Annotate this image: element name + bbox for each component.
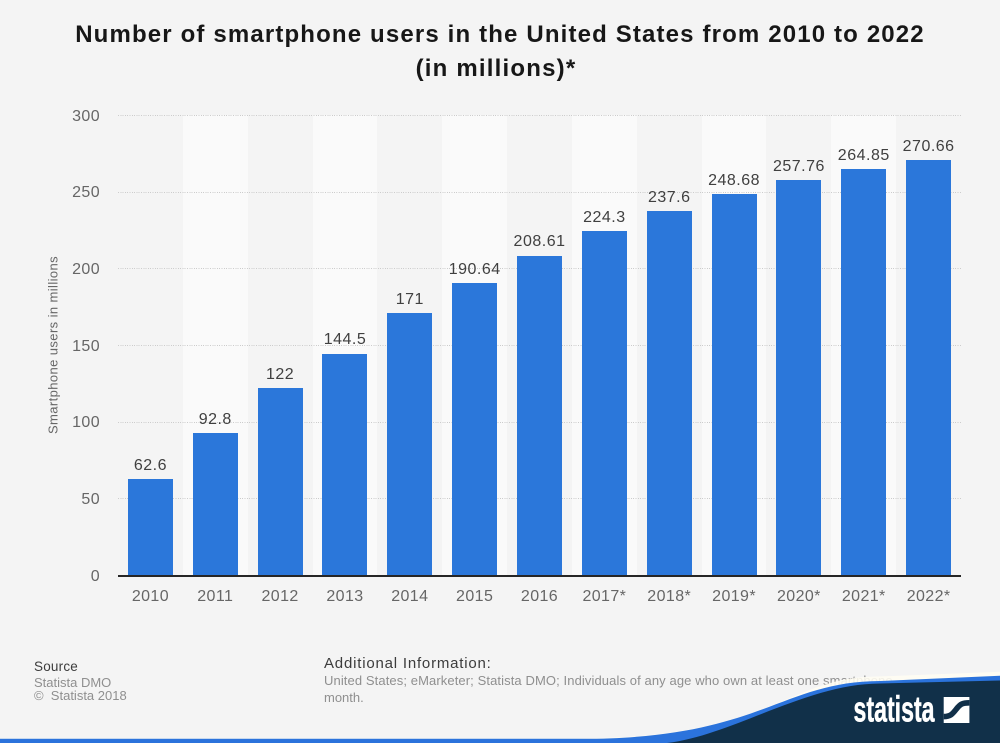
svg-text:statista: statista	[854, 691, 936, 730]
